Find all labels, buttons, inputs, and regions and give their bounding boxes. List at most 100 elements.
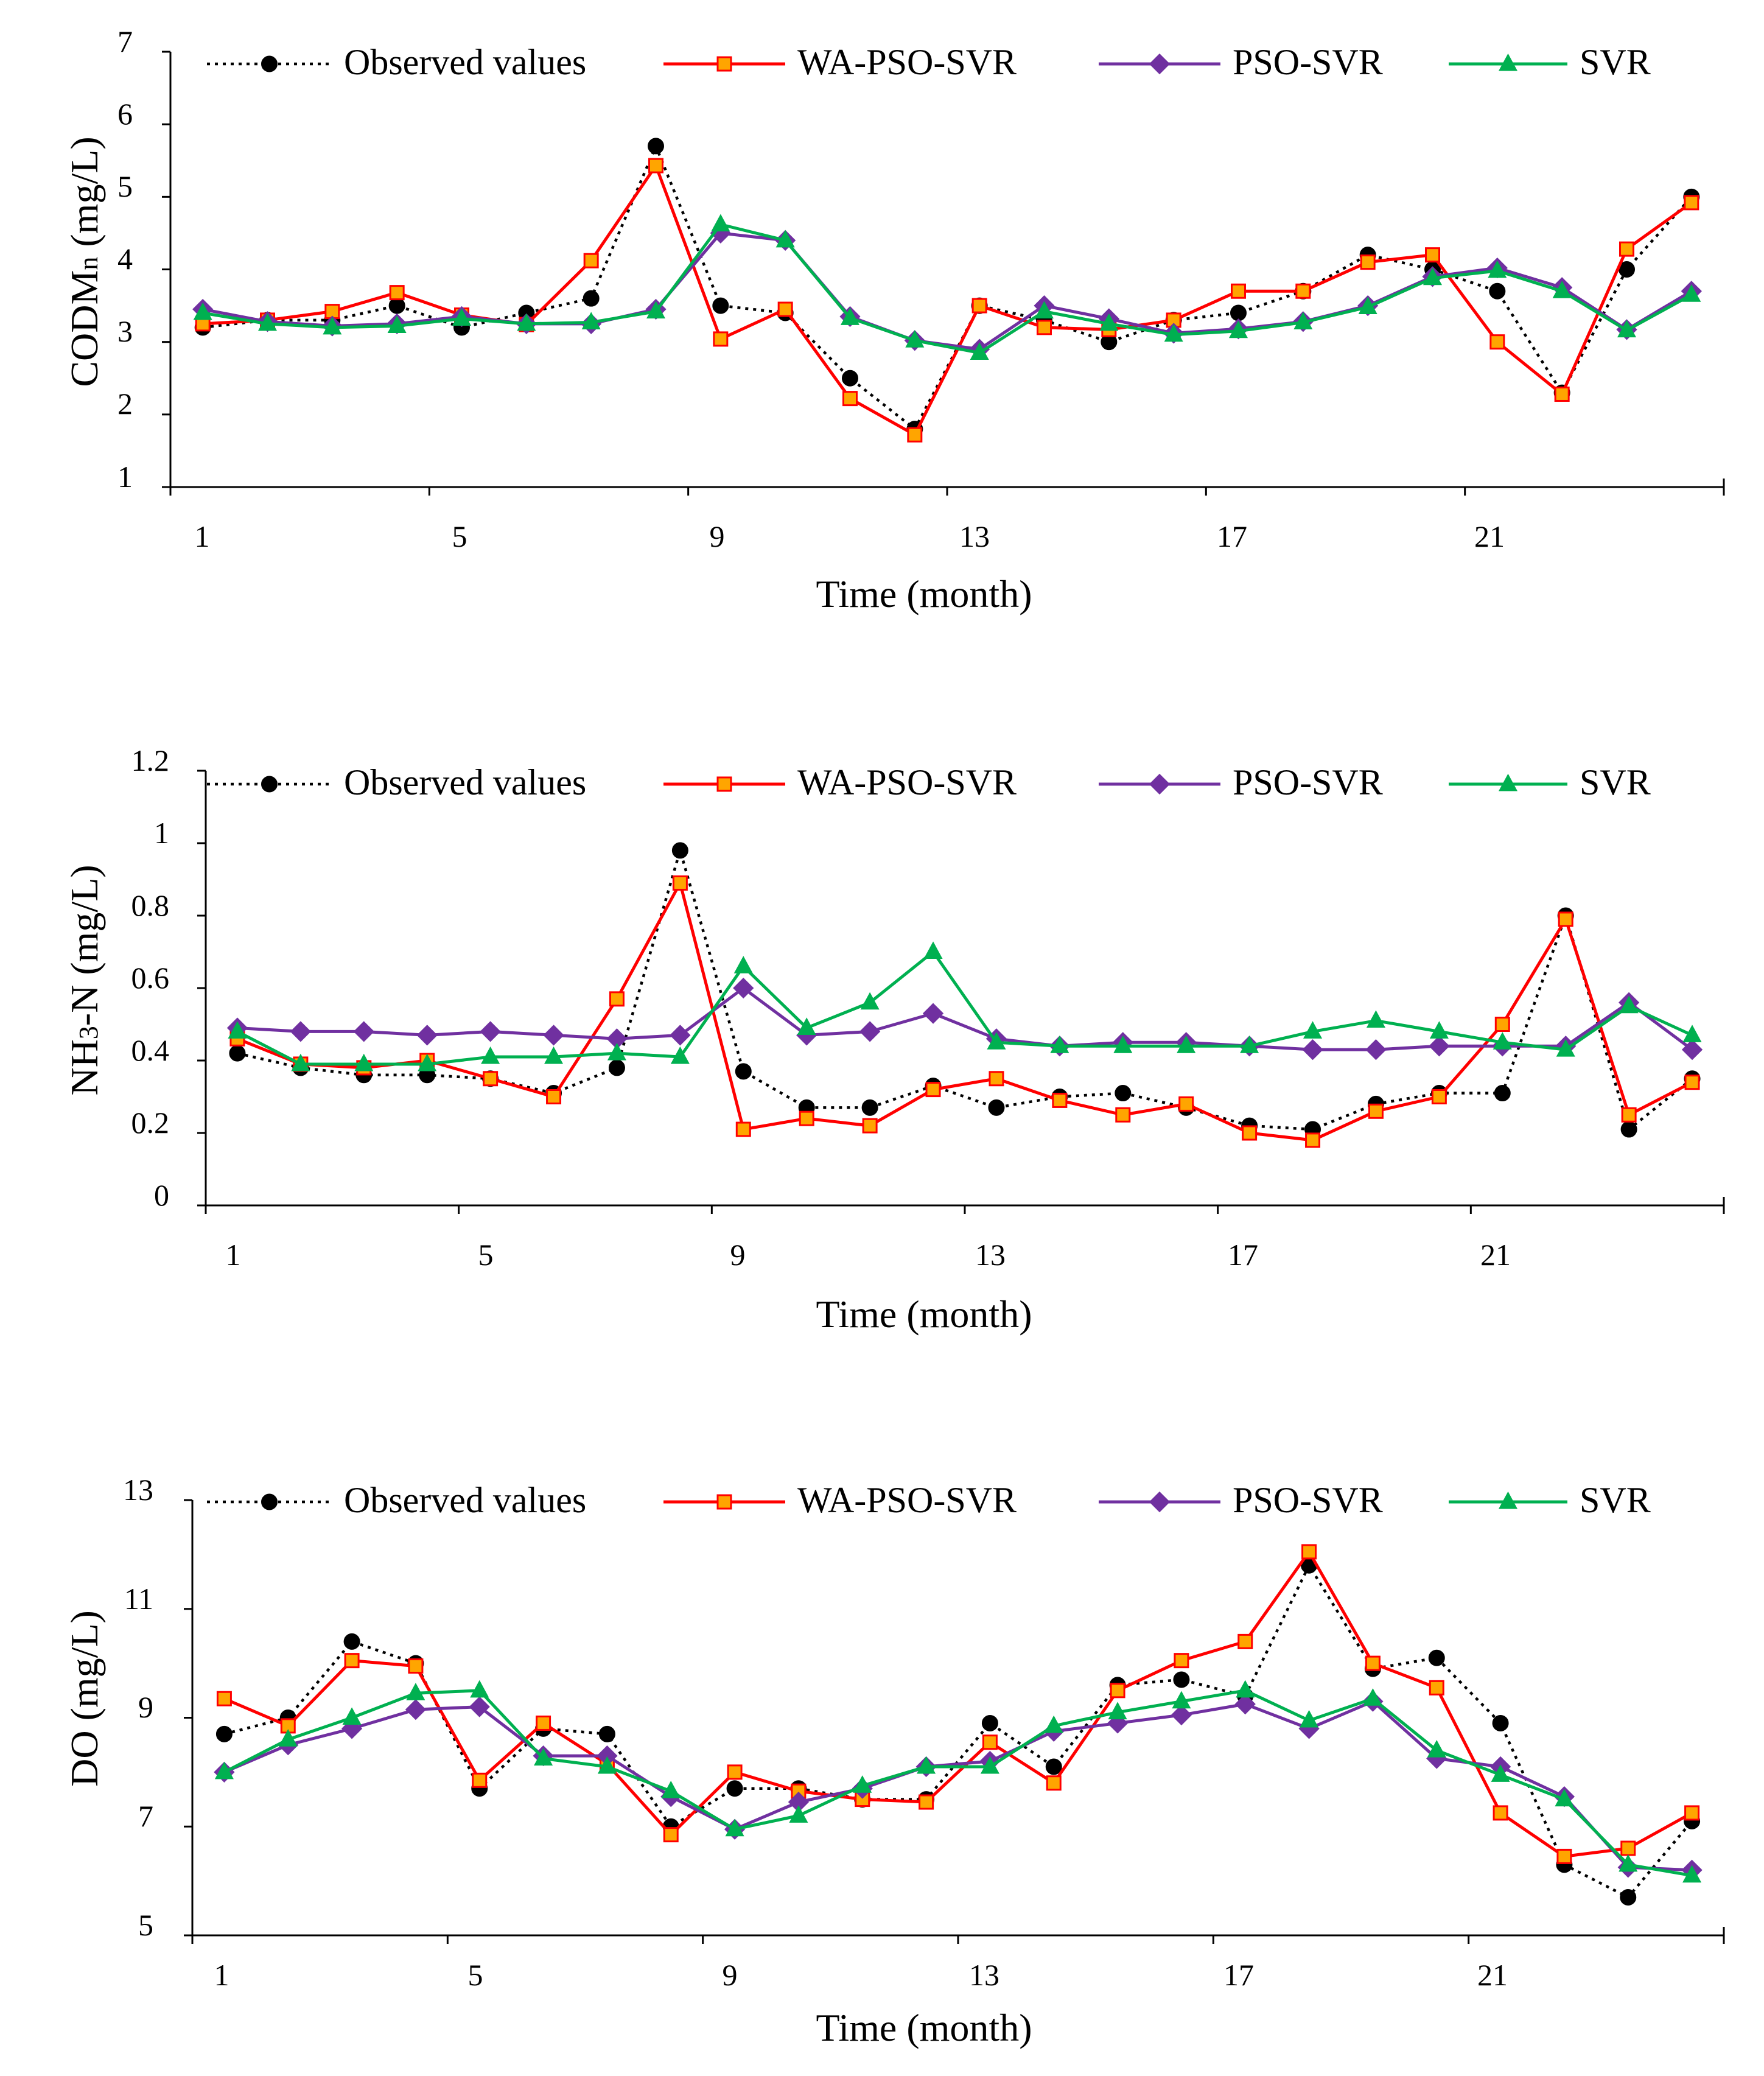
data-point-observed [988, 1099, 1005, 1116]
data-point-wa-pso-svr [777, 301, 793, 317]
legend-do: Observed values WA-PSO-SVR PSO-SVR SVR [207, 1480, 1651, 1520]
data-point-svr [1113, 1036, 1133, 1053]
x-axis-label: Time (month) [816, 1292, 1032, 1336]
y-tick-label: 9 [138, 1690, 153, 1724]
x-tick-label: 5 [452, 519, 467, 553]
data-point-wa-pso-svr [1425, 247, 1440, 263]
data-point-wa-pso-svr [1619, 241, 1634, 257]
series-line-svr [202, 223, 1693, 355]
y-tick-label: 7 [138, 1799, 153, 1833]
x-tick-label: 21 [1477, 1958, 1508, 1992]
legend-label-pso-svr: PSO-SVR [1233, 42, 1383, 82]
data-point-wa-pso-svr [1684, 1075, 1700, 1090]
data-point-svr [1488, 260, 1507, 278]
y-axis-label-subscript: 3 [74, 1026, 103, 1039]
legend-marker-pso-svr [1149, 773, 1171, 795]
data-point-wa-pso-svr [1493, 1805, 1508, 1821]
x-tick-label: 5 [478, 1238, 494, 1272]
data-point-observed [343, 1633, 360, 1650]
data-point-svr [1555, 1789, 1574, 1807]
y-axis-label-main: CODM [63, 270, 106, 387]
data-point-svr [278, 1729, 298, 1747]
data-point-wa-pso-svr [1684, 195, 1699, 211]
data-point-observed [861, 1099, 878, 1116]
y-axis-label-unit: -N (mg/L) [63, 864, 106, 1026]
data-point-observed [1045, 1758, 1062, 1775]
data-point-pso-svr [1365, 1039, 1387, 1061]
y-tick-label: 5 [138, 1908, 153, 1942]
data-point-svr [1358, 296, 1377, 314]
data-point-wa-pso-svr [799, 1110, 814, 1126]
data-point-svr [1044, 1715, 1063, 1733]
legend-codmn: Observed values WA-PSO-SVR PSO-SVR SVR [207, 42, 1651, 82]
data-point-pso-svr [543, 1025, 564, 1046]
data-point-observed [583, 290, 600, 307]
data-point-wa-pso-svr [472, 1772, 488, 1788]
data-point-svr [1552, 281, 1572, 298]
data-point-svr [1556, 1039, 1575, 1057]
legend-marker-svr [1498, 1491, 1518, 1509]
data-point-pso-svr [859, 1021, 881, 1042]
x-tick-label: 9 [710, 519, 725, 553]
data-point-pso-svr [353, 1021, 374, 1042]
data-point-svr [214, 1761, 234, 1780]
data-point-pso-svr [480, 1021, 501, 1042]
data-point-wa-pso-svr [1368, 1103, 1384, 1119]
data-point-svr [1619, 1854, 1638, 1872]
data-point-wa-pso-svr [1431, 1089, 1447, 1104]
data-point-wa-pso-svr [1554, 386, 1570, 402]
data-point-observed [648, 138, 664, 155]
data-point-wa-pso-svr [1295, 283, 1311, 299]
data-point-observed [1230, 304, 1247, 321]
data-point-wa-pso-svr [919, 1794, 934, 1810]
data-point-pso-svr [1234, 1694, 1256, 1715]
series-do [214, 1544, 1703, 1906]
x-tick-label: 21 [1474, 519, 1505, 553]
series-line-wa-pso-svr [203, 164, 1693, 437]
data-point-wa-pso-svr [1174, 1653, 1189, 1669]
legend-marker-svr [1498, 773, 1518, 791]
x-tick-label: 17 [1217, 519, 1247, 553]
data-point-wa-pso-svr [1231, 283, 1246, 299]
legend-marker-observed [261, 1493, 278, 1510]
data-point-svr [860, 992, 880, 1010]
y-axis-label-main: DO (mg/L) [63, 1610, 106, 1787]
legend-label-pso-svr: PSO-SVR [1233, 1480, 1383, 1520]
data-point-observed [388, 297, 405, 314]
x-ticks-nh3n: 1 5 9 13 17 21 [226, 1238, 1511, 1272]
data-point-wa-pso-svr [1178, 1096, 1194, 1112]
data-point-svr [534, 1748, 553, 1766]
data-point-svr [1034, 301, 1054, 319]
x-tick-label: 9 [730, 1238, 746, 1272]
data-point-wa-pso-svr [1621, 1107, 1637, 1123]
data-point-wa-pso-svr [1360, 254, 1376, 270]
axes-nh3n [197, 770, 1725, 1214]
data-point-svr [970, 342, 989, 360]
data-point-wa-pso-svr [672, 875, 688, 891]
data-point-wa-pso-svr [1305, 1132, 1321, 1148]
data-point-svr [1293, 312, 1313, 329]
data-point-svr [544, 1046, 564, 1064]
legend-label-svr: SVR [1580, 762, 1651, 802]
legend-marker-wa-pso-svr [716, 776, 732, 792]
data-point-pso-svr [1171, 1704, 1192, 1726]
data-point-svr [1682, 1865, 1702, 1883]
y-tick-label: 0.4 [131, 1033, 170, 1067]
data-point-wa-pso-svr [344, 1653, 360, 1669]
y-axis-label-unit: (mg/L) [63, 136, 106, 256]
y-tick-label: 2 [117, 387, 133, 421]
data-point-wa-pso-svr [1494, 1017, 1510, 1032]
x-tick-label: 1 [195, 519, 210, 553]
data-point-svr [354, 1053, 374, 1071]
data-point-svr [470, 1680, 489, 1698]
series-line-pso-svr [202, 231, 1693, 351]
data-point-wa-pso-svr [389, 285, 405, 301]
series-line-pso-svr [223, 1700, 1692, 1872]
data-point-svr [1366, 1010, 1385, 1028]
x-tick-label: 21 [1480, 1238, 1511, 1272]
y-tick-label: 1 [117, 460, 133, 494]
data-point-svr [1099, 313, 1119, 331]
x-ticks-codmn: 1 5 9 13 17 21 [195, 519, 1505, 553]
x-tick-label: 9 [723, 1958, 738, 1992]
